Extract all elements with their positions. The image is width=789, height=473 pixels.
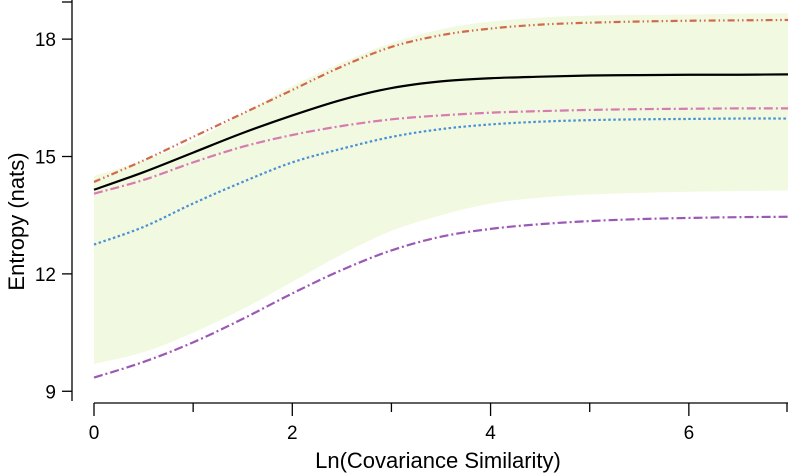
axes-layer [71,0,788,404]
x-tick-label-2: 2 [287,423,298,444]
x-tick-label-0: 0 [89,423,100,444]
y-tick-label-12: 12 [35,265,56,286]
series-layer [93,18,789,379]
series-line-purple-dash-dot [93,215,789,379]
x-tick-label-6: 6 [684,423,695,444]
series-line-pink-dash-dot [93,107,789,195]
band-layer [94,13,788,364]
y-axis-title: Entropy (nats) [4,152,29,290]
x-tick-label-4: 4 [485,423,496,444]
y-tick-label-15: 15 [35,148,56,169]
series-line-black-solid [93,73,789,191]
x-axis-title: Ln(Covariance Similarity) [315,448,561,473]
y-tick-label-9: 9 [45,382,56,403]
series-line-blue-dotted [93,117,789,246]
y-tick-label-18: 18 [35,30,56,51]
band-shaded-range [94,13,788,364]
tick-layer: 9 12 15 18 0 2 4 6 [35,1,788,444]
series-line-orange-dash-dot-dot [93,18,789,183]
